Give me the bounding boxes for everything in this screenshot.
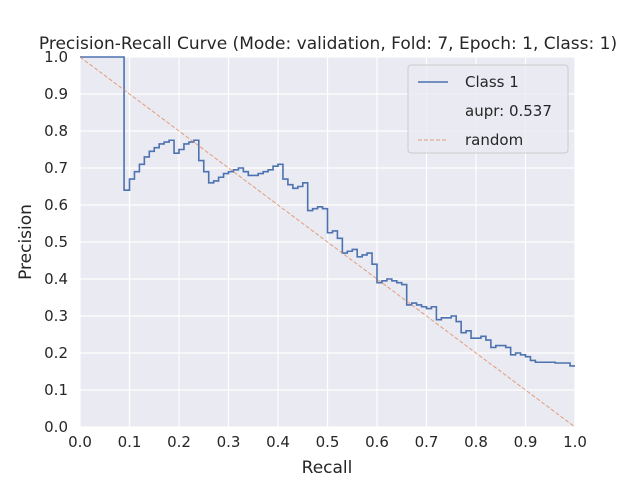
- x-tick-label: 0.2: [167, 433, 191, 451]
- y-tick-label: 0.8: [44, 122, 68, 140]
- x-tick-label: 0.4: [266, 433, 290, 451]
- legend-label: random: [465, 131, 523, 149]
- x-tick-label: 0.5: [316, 433, 340, 451]
- y-tick-label: 0.1: [44, 381, 68, 399]
- y-tick-label: 0.5: [44, 233, 68, 251]
- y-tick-label: 1.0: [44, 48, 68, 66]
- x-tick-label: 0.3: [217, 433, 241, 451]
- x-tick-label: 0.1: [118, 433, 142, 451]
- x-axis-label: Recall: [302, 458, 353, 478]
- series-layer: [79, 56, 576, 428]
- legend-label: aupr: 0.537: [465, 102, 552, 120]
- y-tick-label: 0.2: [44, 344, 68, 362]
- y-tick-labels: 0.0 0.1 0.2 0.3 0.4 0.5 0.6 0.7 0.8 0.9 1.0: [44, 48, 68, 436]
- y-axis-label: Precision: [16, 204, 36, 280]
- y-tick-label: 0.3: [44, 307, 68, 325]
- legend: Class 1 aupr: 0.537 random: [407, 64, 569, 154]
- y-tick-label: 0.0: [44, 418, 68, 436]
- x-tick-labels: 0.0 0.1 0.2 0.3 0.4 0.5 0.6 0.7 0.8 0.9 1.0: [68, 433, 587, 451]
- y-tick-label: 0.7: [44, 159, 68, 177]
- y-tick-label: 0.6: [44, 196, 68, 214]
- y-tick-label: 0.4: [44, 270, 68, 288]
- chart-title: Precision-Recall Curve (Mode: validation…: [39, 34, 617, 54]
- x-tick-label: 0.7: [415, 433, 439, 451]
- series-line-class-1: [80, 56, 575, 367]
- x-tick-label: 0.0: [68, 433, 92, 451]
- y-tick-label: 0.9: [44, 85, 68, 103]
- x-tick-label: 0.6: [365, 433, 389, 451]
- series-line-random: [79, 56, 576, 428]
- x-tick-label: 0.9: [514, 433, 538, 451]
- legend-label: Class 1: [465, 73, 519, 91]
- x-tick-label: 1.0: [563, 433, 587, 451]
- legend-box: [407, 64, 569, 154]
- x-tick-label: 0.8: [464, 433, 488, 451]
